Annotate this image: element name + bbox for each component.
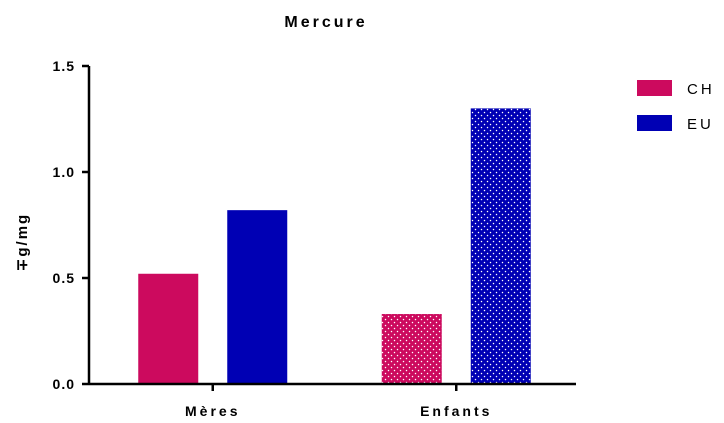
y-ticks-group: 0.0 0.5 1.0 1.5 bbox=[53, 58, 89, 392]
legend-swatch-ch bbox=[637, 80, 672, 96]
legend-swatch-eu bbox=[637, 115, 672, 131]
legend-label-ch: CH bbox=[687, 81, 715, 98]
bars-group bbox=[138, 108, 531, 385]
x-category-label: Enfants bbox=[420, 403, 492, 419]
chart-title: Mercure bbox=[284, 14, 367, 31]
bar-eu-1 bbox=[470, 108, 531, 385]
legend-label-eu: EU bbox=[687, 116, 714, 133]
y-axis-label: ∓g/mg bbox=[14, 213, 31, 271]
x-category-label: Mères bbox=[185, 403, 240, 419]
bar-ch-0 bbox=[138, 273, 199, 384]
y-tick-label: 0.5 bbox=[53, 270, 75, 286]
legend: CH EU bbox=[637, 80, 715, 133]
y-tick-label: 1.0 bbox=[53, 164, 75, 180]
x-labels-group: Mères Enfants bbox=[185, 384, 492, 419]
y-tick-label: 1.5 bbox=[53, 58, 75, 74]
bar-eu-0 bbox=[227, 210, 288, 384]
y-tick-label: 0.0 bbox=[53, 376, 75, 392]
bar-ch-1 bbox=[381, 314, 442, 384]
